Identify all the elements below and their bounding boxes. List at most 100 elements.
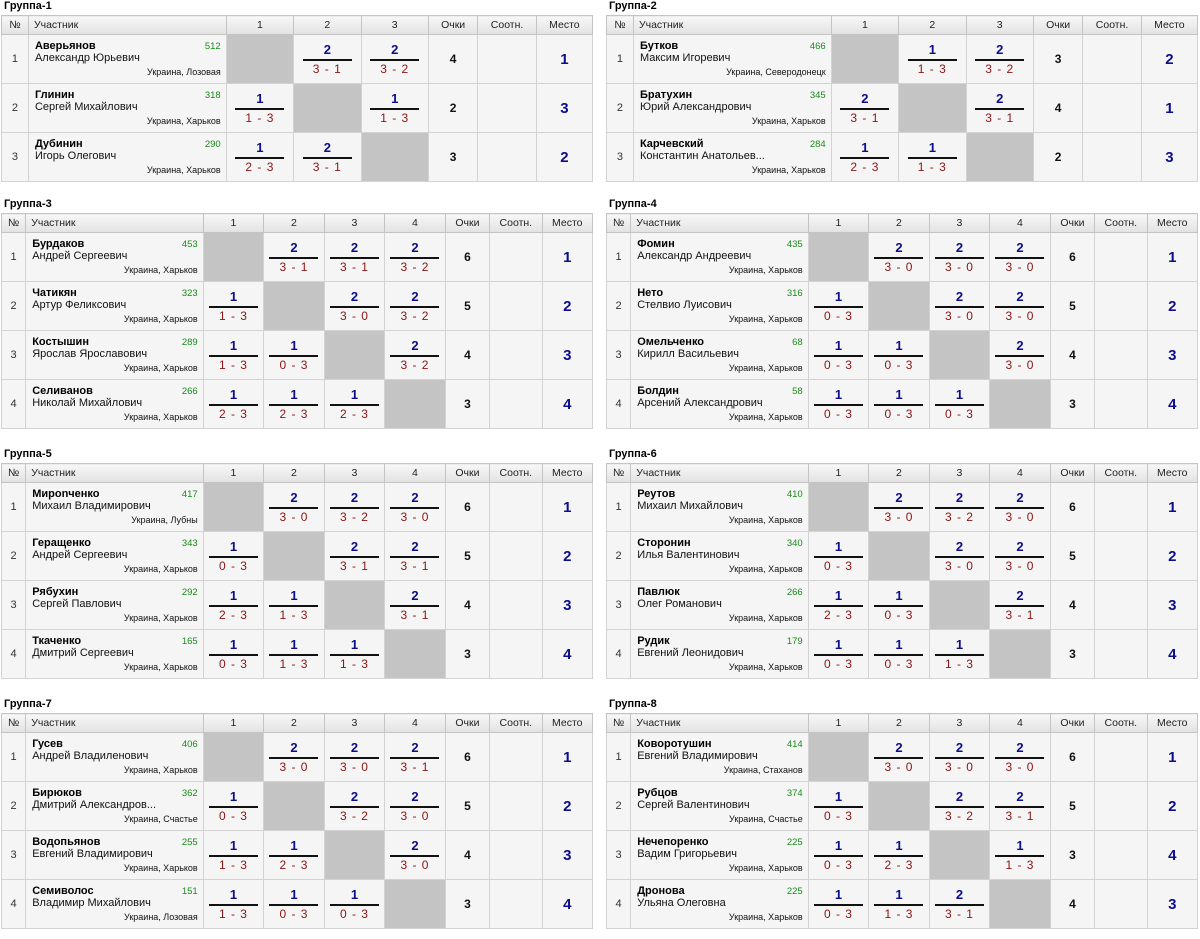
player-cell[interactable]: Ткаченко Дмитрий Сергеевич 165 Украина, Хар… [25, 629, 204, 679]
player-cell[interactable]: Сторонин Илья Валентинович 340 Украина, Хар… [630, 531, 809, 581]
match-result-cell[interactable]: 2 3 - 2 [384, 232, 446, 282]
match-result-cell[interactable]: 1 0 - 3 [263, 330, 325, 380]
player-last-name[interactable]: Костышин [32, 335, 89, 348]
match-result-cell[interactable]: 2 3 - 1 [384, 732, 446, 782]
match-result-cell[interactable]: 2 3 - 0 [989, 732, 1051, 782]
player-last-name[interactable]: Братухин [639, 88, 693, 101]
player-last-name[interactable]: Рябухин [32, 585, 79, 598]
match-result-cell[interactable]: 2 3 - 0 [263, 732, 325, 782]
match-result-cell[interactable]: 1 2 - 3 [868, 830, 930, 880]
match-result-cell[interactable]: 2 3 - 1 [384, 580, 446, 630]
player-cell[interactable]: Селиванов Николай Михайлович 266 Украина, Х… [25, 379, 204, 429]
match-result-cell[interactable]: 2 3 - 1 [323, 232, 386, 282]
player-cell[interactable]: Водопьянов Евгений Владимирович 255 Украина… [25, 830, 204, 880]
player-cell[interactable]: Бурдаков Андрей Сергеевич 453 Украина, Харь… [25, 232, 204, 282]
player-last-name[interactable]: Нето [637, 286, 664, 299]
match-result-cell[interactable]: 1 0 - 3 [928, 379, 991, 429]
player-cell[interactable]: Чатикян Артур Феликсович 323 Украина, Харьк… [25, 281, 204, 331]
match-result-cell[interactable]: 2 3 - 0 [989, 281, 1051, 331]
player-last-name[interactable]: Рубцов [637, 786, 678, 799]
match-result-cell[interactable]: 1 0 - 3 [202, 531, 265, 581]
match-result-cell[interactable]: 1 1 - 3 [360, 83, 429, 133]
player-last-name[interactable]: Коворотушин [637, 737, 712, 750]
match-result-cell[interactable]: 1 1 - 3 [263, 629, 325, 679]
match-result-cell[interactable]: 2 3 - 0 [868, 732, 930, 782]
match-result-cell[interactable]: 1 0 - 3 [807, 879, 870, 929]
match-result-cell[interactable]: 2 3 - 0 [928, 232, 991, 282]
match-result-cell[interactable]: 1 0 - 3 [807, 531, 870, 581]
player-last-name[interactable]: Чатикян [32, 286, 77, 299]
match-result-cell[interactable]: 2 3 - 0 [323, 732, 386, 782]
match-result-cell[interactable]: 1 2 - 3 [263, 379, 325, 429]
player-cell[interactable]: Реутов Михаил Михайлович 410 Украина, Харьк… [630, 482, 809, 532]
match-result-cell[interactable]: 1 0 - 3 [263, 879, 325, 929]
match-result-cell[interactable]: 1 0 - 3 [807, 379, 870, 429]
match-result-cell[interactable]: 1 2 - 3 [263, 830, 325, 880]
match-result-cell[interactable]: 2 3 - 0 [384, 781, 446, 831]
player-last-name[interactable]: Сторонин [637, 536, 691, 549]
match-result-cell[interactable]: 2 3 - 2 [928, 781, 991, 831]
match-result-cell[interactable]: 1 1 - 3 [898, 34, 967, 84]
player-cell[interactable]: Рубцов Сергей Валентинович 374 Украина, Сча… [630, 781, 809, 831]
player-last-name[interactable]: Дубинин [34, 137, 83, 150]
player-cell[interactable]: Семиволос Владимир Михайлович 151 Украина, … [25, 879, 204, 929]
player-cell[interactable]: Фомин Александр Андреевич 435 Украина, Харь… [630, 232, 809, 282]
match-result-cell[interactable]: 2 3 - 1 [293, 132, 362, 182]
match-result-cell[interactable]: 1 0 - 3 [807, 830, 870, 880]
match-result-cell[interactable]: 2 3 - 2 [323, 781, 386, 831]
match-result-cell[interactable]: 1 2 - 3 [807, 580, 870, 630]
player-cell[interactable]: Карчевский Константин Анатольев... 284 Укра… [632, 132, 832, 182]
match-result-cell[interactable]: 2 3 - 0 [928, 531, 991, 581]
match-result-cell[interactable]: 1 1 - 3 [898, 132, 967, 182]
match-result-cell[interactable]: 2 3 - 1 [830, 83, 900, 133]
match-result-cell[interactable]: 1 1 - 3 [263, 580, 325, 630]
match-result-cell[interactable]: 1 1 - 3 [323, 629, 386, 679]
match-result-cell[interactable]: 1 2 - 3 [202, 379, 265, 429]
match-result-cell[interactable]: 1 1 - 3 [202, 330, 265, 380]
player-cell[interactable]: Бирюков Дмитрий Александров... 362 Украина,… [25, 781, 204, 831]
match-result-cell[interactable]: 1 0 - 3 [868, 330, 930, 380]
player-last-name[interactable]: Селиванов [32, 384, 93, 397]
match-result-cell[interactable]: 1 0 - 3 [868, 629, 930, 679]
player-last-name[interactable]: Бурдаков [32, 237, 85, 250]
player-cell[interactable]: Аверьянов Александр Юрьевич 512 Украина, Ло… [27, 34, 227, 84]
player-last-name[interactable]: Бирюков [32, 786, 82, 799]
match-result-cell[interactable]: 2 3 - 0 [263, 482, 325, 532]
match-result-cell[interactable]: 2 3 - 2 [928, 482, 991, 532]
match-result-cell[interactable]: 2 3 - 0 [989, 232, 1051, 282]
player-last-name[interactable]: Омельченко [637, 335, 705, 348]
match-result-cell[interactable]: 1 1 - 3 [225, 83, 295, 133]
player-cell[interactable]: Мирonченко Михаил Владимирович 417 Украина,… [25, 482, 204, 532]
match-result-cell[interactable]: 1 1 - 3 [989, 830, 1051, 880]
match-result-cell[interactable]: 1 0 - 3 [807, 629, 870, 679]
player-last-name[interactable]: Рудик [637, 634, 670, 647]
match-result-cell[interactable]: 2 3 - 1 [263, 232, 325, 282]
player-last-name[interactable]: Гусев [32, 737, 63, 750]
player-cell[interactable]: Коворотушин Евгений Владимирович 414 Украин… [630, 732, 809, 782]
player-last-name[interactable]: Мирonченко [32, 487, 100, 500]
player-last-name[interactable]: Глинин [34, 88, 75, 101]
match-result-cell[interactable]: 2 3 - 0 [928, 732, 991, 782]
match-result-cell[interactable]: 1 0 - 3 [868, 580, 930, 630]
match-result-cell[interactable]: 1 0 - 3 [868, 379, 930, 429]
match-result-cell[interactable]: 1 2 - 3 [225, 132, 295, 182]
match-result-cell[interactable]: 1 1 - 3 [202, 281, 265, 331]
player-cell[interactable]: Глинин Сергей Михайлович 318 Украина, Харьк… [27, 83, 227, 133]
match-result-cell[interactable]: 1 1 - 3 [868, 879, 930, 929]
match-result-cell[interactable]: 2 3 - 0 [989, 330, 1051, 380]
match-result-cell[interactable]: 1 2 - 3 [202, 580, 265, 630]
match-result-cell[interactable]: 2 3 - 1 [323, 531, 386, 581]
match-result-cell[interactable]: 2 3 - 0 [384, 482, 446, 532]
match-result-cell[interactable]: 2 3 - 0 [384, 830, 446, 880]
match-result-cell[interactable]: 1 0 - 3 [807, 330, 870, 380]
player-cell[interactable]: Дубинин Игорь Олегович 290 Украина, Харьков [27, 132, 227, 182]
player-cell[interactable]: Омельченко Кирилл Васильевич 68 Украина, Ха… [630, 330, 809, 380]
match-result-cell[interactable]: 2 3 - 1 [293, 34, 362, 84]
player-last-name[interactable]: Реутов [637, 487, 676, 500]
player-cell[interactable]: Нечепоренко Вадим Григорьевич 225 Украина, … [630, 830, 809, 880]
player-cell[interactable]: Дронова Ульяна Олеговна 225 Украина, Харько… [630, 879, 809, 929]
match-result-cell[interactable]: 1 0 - 3 [323, 879, 386, 929]
match-result-cell[interactable]: 2 3 - 2 [384, 281, 446, 331]
match-result-cell[interactable]: 1 0 - 3 [807, 281, 870, 331]
player-cell[interactable]: Павлюк Олег Романович 266 Украина, Харьков [630, 580, 809, 630]
